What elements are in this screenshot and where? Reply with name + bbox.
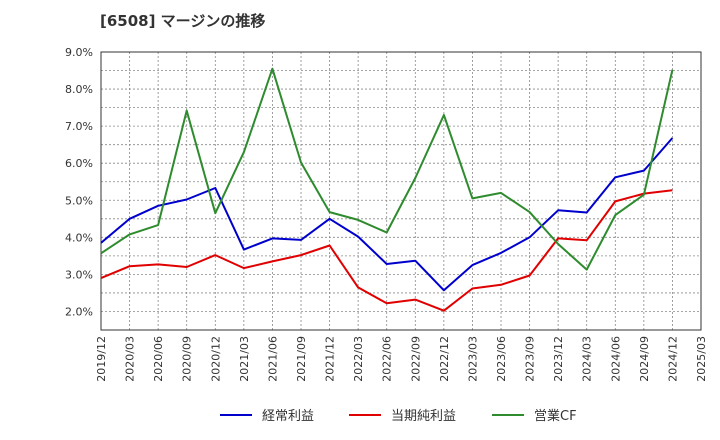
x-tick-label: 2022/12 [438,336,451,382]
y-tick-label: 5.0% [65,194,93,207]
y-tick-label: 3.0% [65,268,93,281]
x-tick-label: 2023/09 [524,336,537,382]
series-layer [100,67,674,312]
x-tick-label: 2020/12 [209,336,222,382]
y-tick-label: 2.0% [65,305,93,318]
x-tick-label: 2023/06 [495,336,508,382]
x-tick-label: 2020/09 [181,336,194,382]
y-tick-label: 6.0% [65,157,93,170]
series-line-0 [100,137,674,292]
x-tick-label: 2022/06 [381,336,394,382]
axis-layer: 2.0% 3.0% 4.0% 5.0% 6.0% 7.0% 8.0% 9.0% 2019/12 2… [65,46,708,382]
x-tick-label: 2023/03 [466,336,479,382]
plot-background [101,52,701,330]
x-tick-label: 2019/12 [95,336,108,382]
x-tick-label: 2021/09 [295,336,308,382]
x-tick-label: 2021/06 [266,336,279,382]
plot-border [100,51,702,331]
x-tick-label: 2024/03 [581,336,594,382]
series-line-2 [100,67,674,271]
legend-label-1: 当期純利益 [391,409,456,424]
y-tick-label: 4.0% [65,231,93,244]
x-tick-label: 2021/12 [324,336,337,382]
x-tick-label: 2020/06 [152,336,165,382]
legend-label-2: 営業CF [534,408,577,424]
x-tick-label: 2023/12 [552,336,565,382]
legend: 経常利益 当期純利益 営業CF [220,408,577,424]
y-tick-label: 9.0% [65,46,93,59]
x-tick-label: 2024/12 [666,336,679,382]
x-tick-label: 2022/09 [409,336,422,382]
x-tick-label: 2024/06 [609,336,622,382]
x-tick-label: 2020/03 [124,336,137,382]
y-tick-label: 8.0% [65,83,93,96]
chart-title: [6508] マージンの推移 [100,12,266,30]
x-tick-label: 2022/03 [352,336,365,382]
x-tick-label: 2021/03 [238,336,251,382]
x-tick-label: 2025/03 [695,336,708,382]
legend-label-0: 経常利益 [262,409,314,424]
series-line-1 [100,189,673,312]
y-tick-label: 7.0% [65,120,93,133]
x-tick-label: 2024/09 [638,336,651,382]
